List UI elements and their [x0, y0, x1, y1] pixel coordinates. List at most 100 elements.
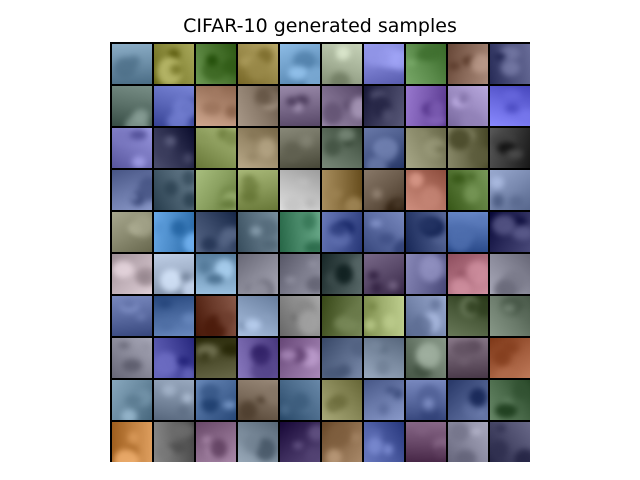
- sample-image: [448, 422, 488, 462]
- sample-texture: [247, 152, 258, 161]
- sample-texture: [154, 222, 166, 234]
- sample-texture: [469, 147, 488, 165]
- sample-image: [238, 254, 278, 294]
- sample-image: [322, 380, 362, 420]
- sample-texture: [513, 381, 530, 399]
- sample-texture: [177, 357, 190, 365]
- sample-image: [490, 422, 530, 462]
- sample-texture: [305, 198, 316, 208]
- sample-image: [238, 338, 278, 378]
- sample-image: [112, 422, 152, 462]
- sample-texture: [168, 49, 180, 60]
- sample-image: [406, 170, 446, 210]
- sample-image: [112, 254, 152, 294]
- sample-texture: [138, 176, 152, 201]
- sample-texture: [501, 60, 520, 76]
- sample-image: [364, 86, 404, 126]
- sample-image: [280, 170, 320, 210]
- sample-image: [490, 212, 530, 252]
- sample-texture: [200, 352, 210, 361]
- sample-texture: [379, 345, 389, 353]
- sample-texture: [406, 60, 416, 66]
- figure-title: CIFAR-10 generated samples: [183, 15, 457, 37]
- sample-image: [196, 296, 236, 336]
- sample-image: [448, 44, 488, 84]
- sample-image: [112, 212, 152, 252]
- sample-image: [406, 422, 446, 462]
- sample-texture: [256, 219, 278, 238]
- sample-texture: [329, 424, 351, 447]
- sample-texture: [247, 57, 267, 80]
- sample-texture: [138, 272, 151, 283]
- sample-image: [112, 296, 152, 336]
- sample-texture: [250, 282, 269, 294]
- sample-image: [238, 170, 278, 210]
- sample-image: [154, 128, 194, 168]
- sample-image: [406, 128, 446, 168]
- sample-texture: [280, 350, 297, 360]
- sample-image: [364, 380, 404, 420]
- sample-texture: [448, 128, 471, 150]
- sample-texture: [112, 261, 134, 278]
- sample-texture: [132, 214, 152, 237]
- sample-image: [448, 128, 488, 168]
- sample-texture: [470, 54, 488, 73]
- sample-texture: [393, 199, 404, 209]
- sample-image: [490, 254, 530, 294]
- sample-image: [112, 128, 152, 168]
- sample-texture: [183, 232, 194, 252]
- sample-texture: [372, 189, 382, 199]
- sample-texture: [261, 315, 272, 322]
- sample-image: [196, 128, 236, 168]
- sample-image: [154, 338, 194, 378]
- sample-image: [322, 338, 362, 378]
- sample-image: [280, 338, 320, 378]
- sample-image: [364, 44, 404, 84]
- sample-texture: [370, 90, 386, 100]
- sample-texture: [125, 395, 142, 406]
- sample-texture: [202, 101, 222, 115]
- sample-texture: [280, 404, 290, 415]
- sample-image: [406, 212, 446, 252]
- sample-texture: [308, 261, 318, 267]
- sample-texture: [328, 403, 338, 412]
- sample-texture: [415, 423, 429, 434]
- sample-texture: [325, 189, 342, 199]
- sample-texture: [475, 301, 488, 316]
- sample-texture: [369, 341, 382, 351]
- sample-texture: [238, 432, 249, 444]
- sample-texture: [455, 450, 476, 462]
- sample-image: [406, 380, 446, 420]
- sample-texture: [378, 403, 389, 415]
- sample-image: [196, 212, 236, 252]
- sample-texture: [390, 50, 404, 70]
- sample-texture: [466, 261, 488, 285]
- sample-image: [490, 44, 530, 84]
- sample-texture: [324, 139, 341, 156]
- sample-texture: [154, 352, 178, 376]
- sample-image: [112, 338, 152, 378]
- sample-image: [154, 212, 194, 252]
- sample-texture: [519, 110, 530, 122]
- sample-texture: [330, 72, 350, 84]
- sample-texture: [305, 66, 320, 84]
- sample-texture: [200, 384, 220, 400]
- sample-image: [112, 86, 152, 126]
- sample-texture: [423, 138, 445, 158]
- sample-image: [322, 128, 362, 168]
- sample-texture: [162, 384, 176, 396]
- sample-image: [238, 44, 278, 84]
- sample-texture: [383, 314, 397, 330]
- sample-image: [238, 128, 278, 168]
- sample-texture: [206, 274, 224, 284]
- sample-texture: [451, 173, 466, 184]
- sample-texture: [364, 48, 388, 66]
- sample-texture: [298, 310, 320, 335]
- sample-texture: [322, 102, 343, 125]
- sample-image: [448, 338, 488, 378]
- sample-image: [196, 380, 236, 420]
- sample-image: [196, 86, 236, 126]
- sample-image: [322, 86, 362, 126]
- sample-texture: [344, 197, 362, 210]
- sample-texture: [182, 279, 194, 294]
